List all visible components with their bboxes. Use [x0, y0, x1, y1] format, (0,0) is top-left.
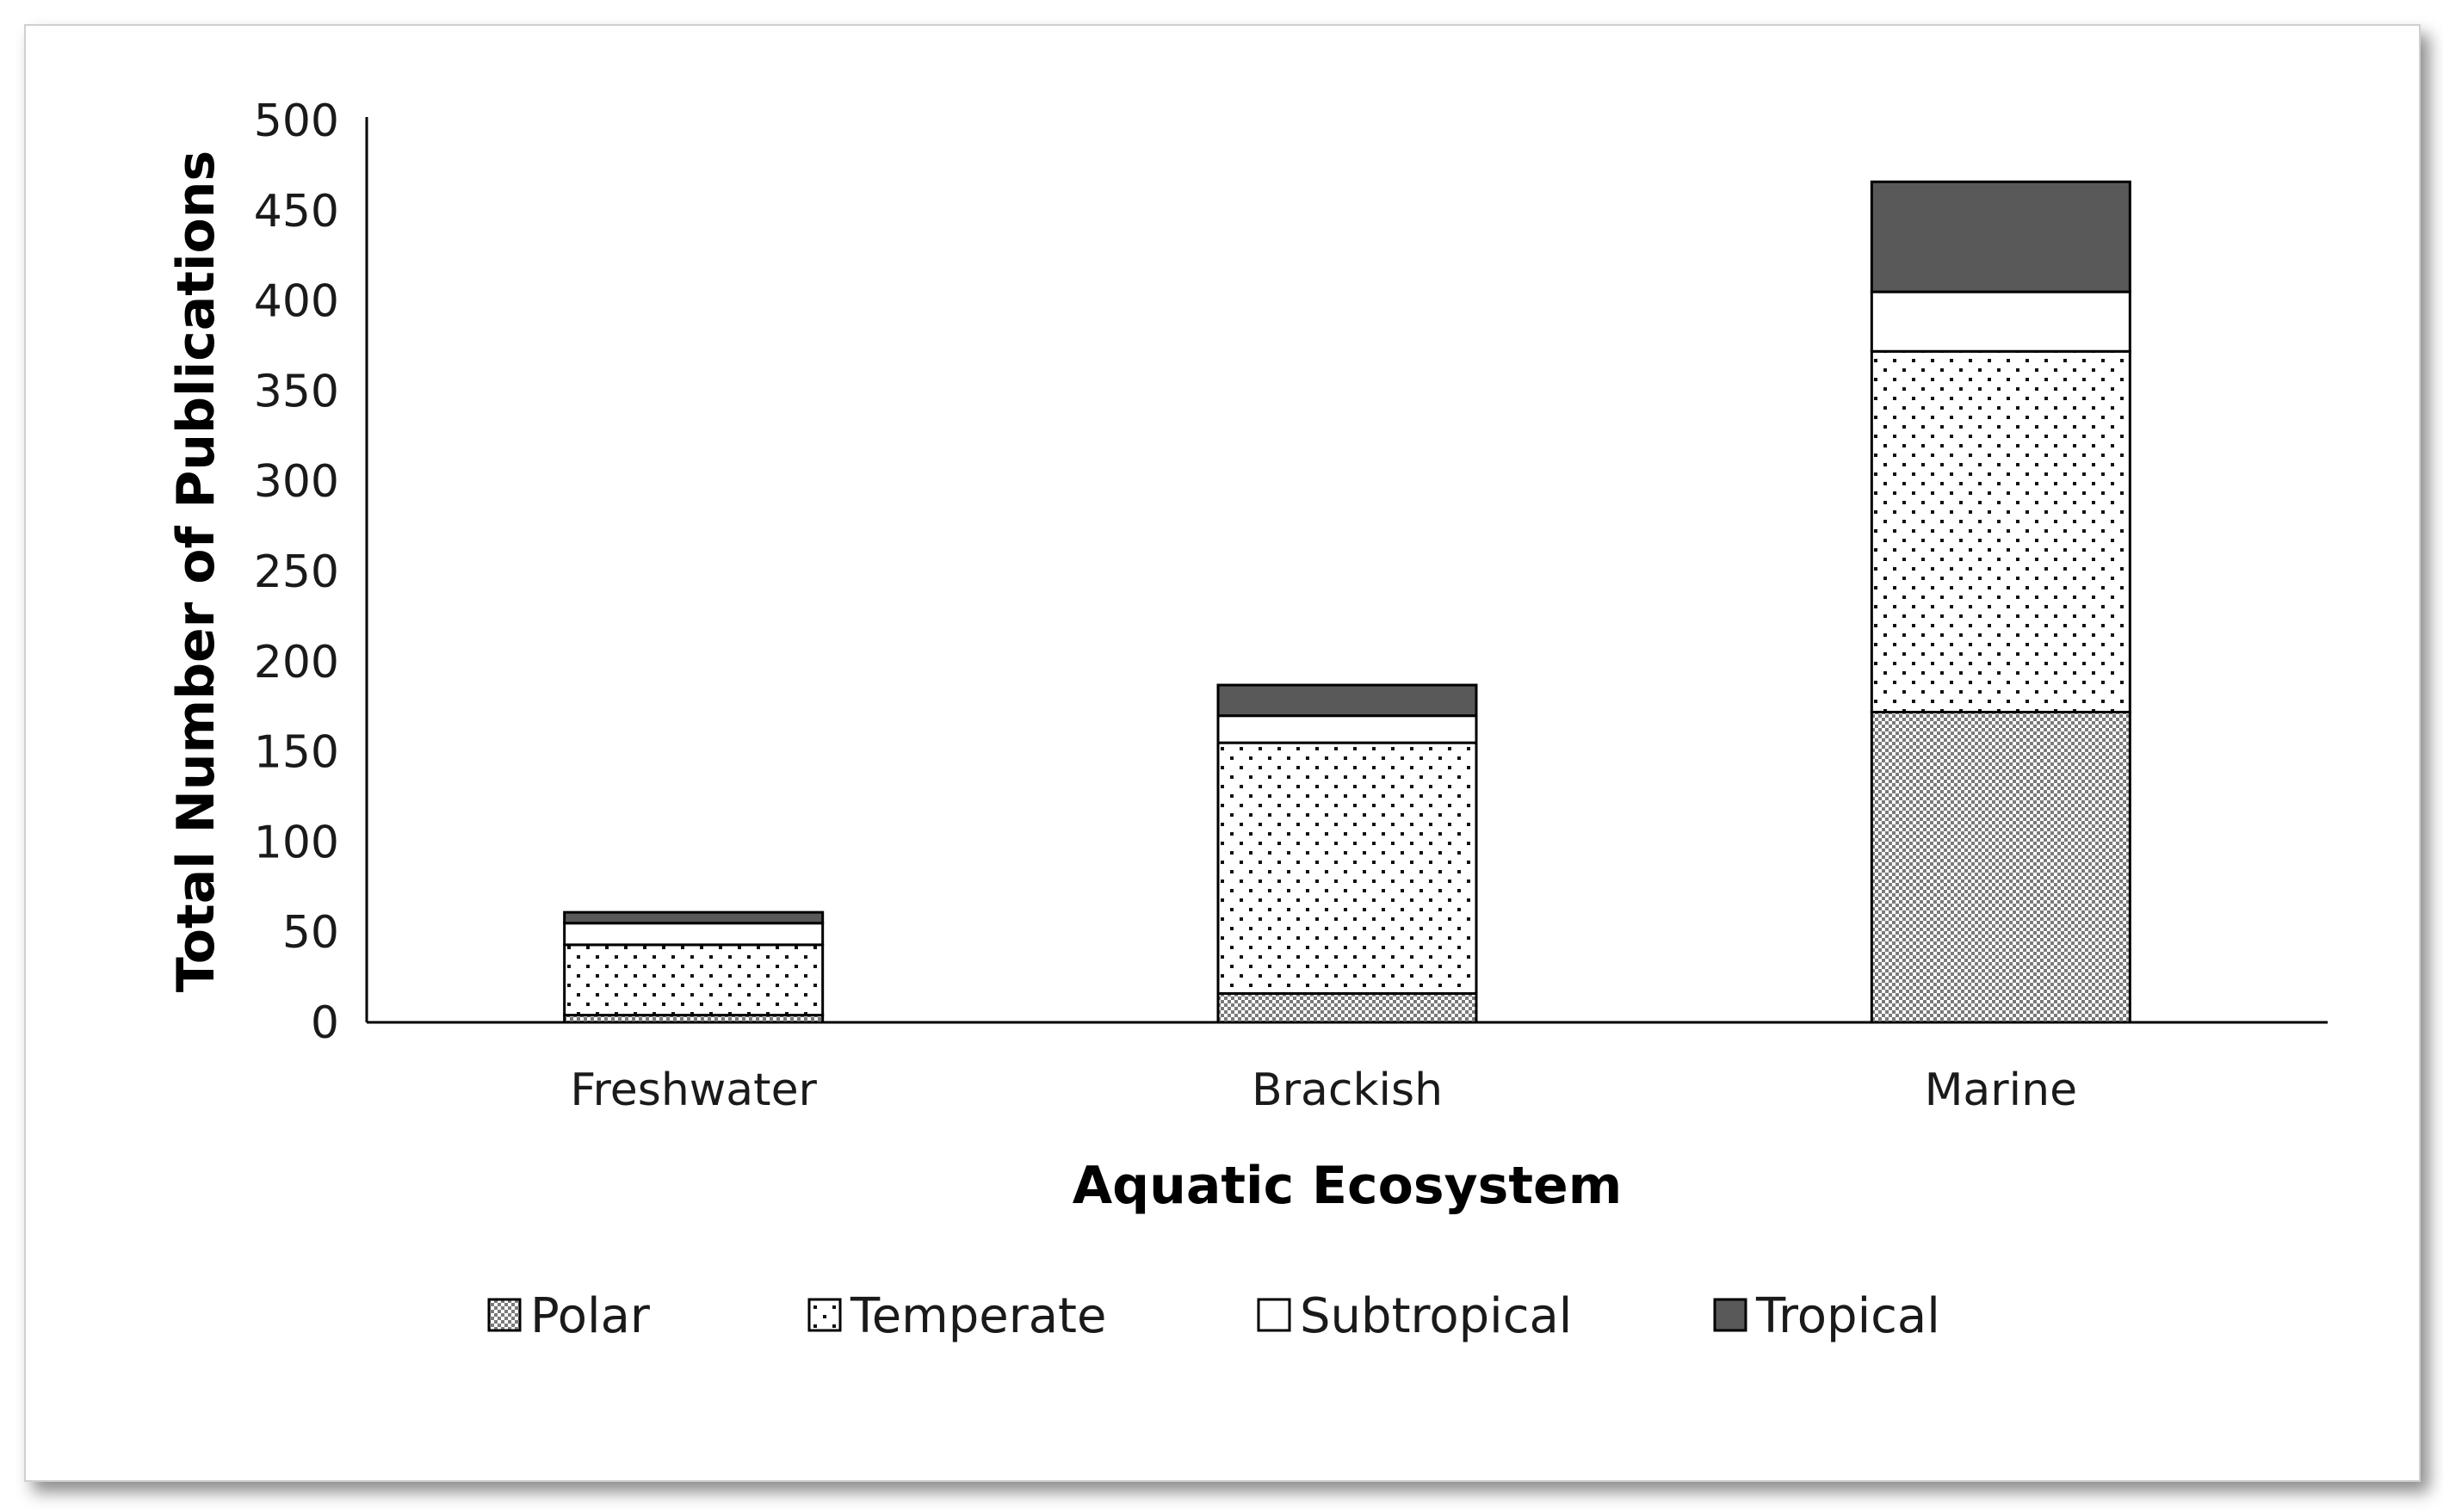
- x-axis-title: Aquatic Ecosystem: [1073, 1156, 1623, 1216]
- y-tick-label-250: 250: [254, 546, 339, 598]
- bar-brackish-temperate: [1216, 741, 1478, 995]
- axes: Freshwater Brackish Marine 0 50 100 150 200 250 3…: [166, 96, 2328, 1216]
- bar-marine-subtropical: [1870, 290, 2131, 353]
- legend-swatch-subtropical: [1257, 1298, 1291, 1332]
- legend-label-polar: Polar: [530, 1288, 651, 1344]
- y-tick-label-350: 350: [254, 366, 339, 417]
- legend-label-subtropical: Subtropical: [1300, 1288, 1572, 1344]
- x-tick-label-brackish: Brackish: [1252, 1065, 1443, 1116]
- bar-freshwater-temperate: [563, 943, 825, 1017]
- x-tick-label-marine: Marine: [1925, 1065, 2078, 1116]
- y-tick-label-450: 450: [254, 186, 339, 238]
- bar-freshwater-tropical: [563, 910, 825, 925]
- stacked-bar-chart: Freshwater Brackish Marine 0 50 100 150 200 250 3…: [166, 96, 2328, 1344]
- y-tick-label-300: 300: [254, 456, 339, 508]
- y-tick-label-0: 0: [311, 997, 339, 1049]
- x-tick-label-freshwater: Freshwater: [570, 1065, 817, 1116]
- y-tick-label-200: 200: [254, 637, 339, 688]
- bar-marine-tropical: [1870, 180, 2131, 293]
- legend-label-tropical: Tropical: [1755, 1288, 1940, 1344]
- y-tick-label-150: 150: [254, 727, 339, 779]
- bar-brackish-subtropical: [1216, 714, 1478, 744]
- bar-freshwater-subtropical: [563, 922, 825, 947]
- chart-frame: Freshwater Brackish Marine 0 50 100 150 200 250 3…: [24, 24, 2421, 1482]
- legend-label-temperate: Temperate: [850, 1288, 1106, 1344]
- legend-swatch-temperate: [807, 1298, 842, 1332]
- plot-area: [563, 180, 2131, 1024]
- y-tick-label-100: 100: [254, 817, 339, 868]
- bar-brackish-tropical: [1216, 683, 1478, 718]
- bar-marine-temperate: [1870, 349, 2131, 713]
- y-tick-label-400: 400: [254, 276, 339, 328]
- y-tick-label-50: 50: [282, 907, 339, 959]
- bar-brackish-polar: [1216, 991, 1478, 1024]
- y-tick-label-500: 500: [254, 96, 339, 147]
- legend-swatch-tropical: [1713, 1298, 1747, 1332]
- legend: Polar Temperate Subtropical Tropical: [487, 1288, 1940, 1344]
- legend-swatch-polar: [487, 1298, 522, 1332]
- bar-marine-polar: [1870, 710, 2131, 1024]
- y-axis-title: Total Number of Publications: [166, 151, 226, 992]
